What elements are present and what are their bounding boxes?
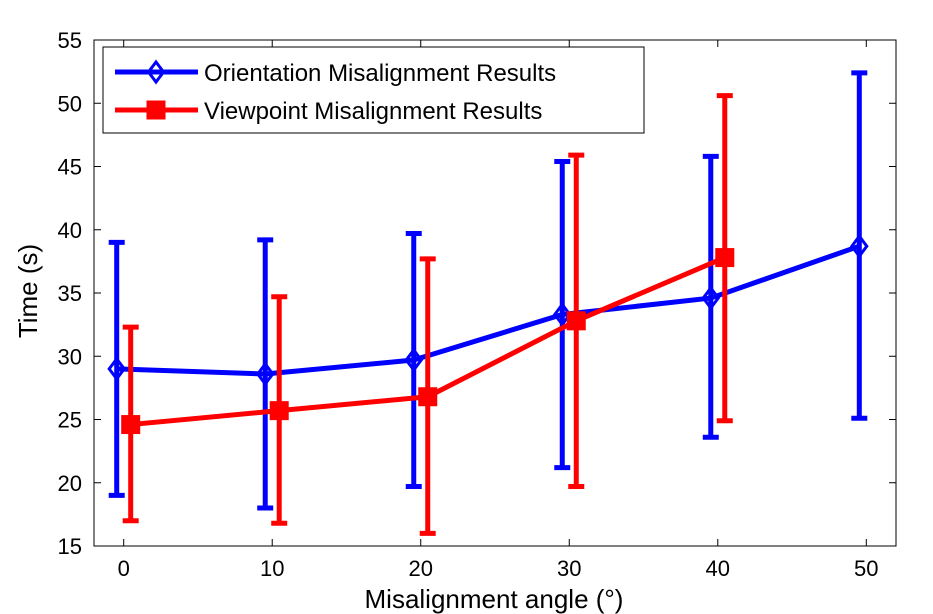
data-point-square xyxy=(418,387,438,407)
legend: Orientation Misalignment Results Viewpoin… xyxy=(102,46,645,134)
data-point-square xyxy=(715,248,735,268)
data-point-diamond xyxy=(849,233,869,259)
x-tick-label: 0 xyxy=(118,556,130,581)
x-axis-title: Misalignment angle (°) xyxy=(365,584,624,614)
data-point-diamond xyxy=(255,361,275,387)
y-tick-label: 20 xyxy=(58,471,82,496)
data-point-diamond xyxy=(701,285,721,311)
y-tick-label: 40 xyxy=(58,218,82,243)
y-tick-label: 15 xyxy=(58,534,82,559)
legend-label-0: Orientation Misalignment Results xyxy=(204,60,556,87)
y-tick-label: 50 xyxy=(58,91,82,116)
x-tick-label: 50 xyxy=(854,556,878,581)
data-point-square xyxy=(121,415,141,435)
series-layer xyxy=(107,70,869,536)
data-point-diamond xyxy=(552,302,572,328)
legend-label-1: Viewpoint Misalignment Results xyxy=(204,98,542,125)
data-point-square xyxy=(146,100,166,120)
x-tick-label: 40 xyxy=(706,556,730,581)
data-point-diamond xyxy=(146,59,166,85)
data-point-diamond xyxy=(404,347,424,373)
series-1 xyxy=(121,93,735,536)
y-tick-label: 45 xyxy=(58,155,82,180)
y-tick-label: 25 xyxy=(58,408,82,433)
data-point-square xyxy=(566,311,586,331)
axes-layer: 0 10 20 30 40 50 15 20 25 30 35 40 45 50 55 xyxy=(58,28,897,581)
data-point-diamond xyxy=(107,356,127,382)
x-tick-label: 30 xyxy=(557,556,581,581)
series-line xyxy=(116,243,861,377)
legend-box xyxy=(102,46,645,134)
x-tick-label: 10 xyxy=(260,556,284,581)
y-tick-label: 55 xyxy=(58,28,82,53)
x-tick-label: 20 xyxy=(408,556,432,581)
y-tick-label: 35 xyxy=(58,281,82,306)
data-point-square xyxy=(269,401,289,421)
series-0 xyxy=(107,70,869,511)
y-axis-title: Time (s) xyxy=(13,244,43,338)
y-tick-label: 30 xyxy=(58,344,82,369)
